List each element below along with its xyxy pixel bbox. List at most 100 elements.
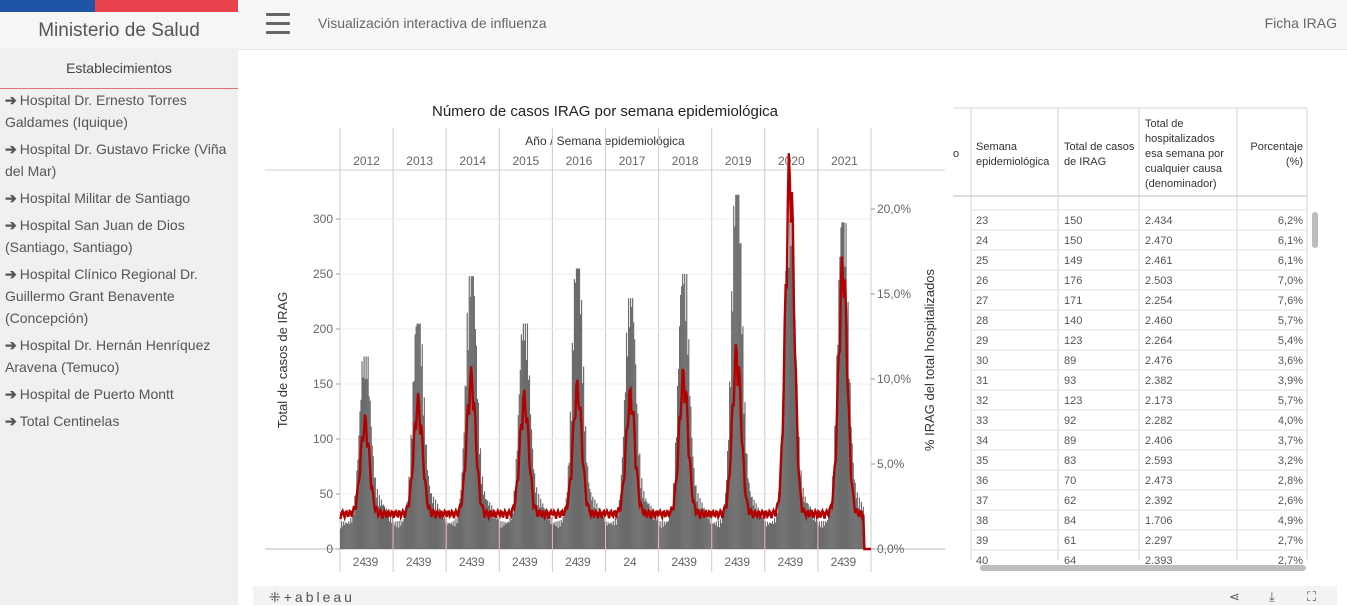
bar: [764, 521, 766, 549]
sidebar-item-1[interactable]: ➔ Hospital Dr. Gustavo Fricke (Viña del M…: [5, 138, 235, 182]
bar: [589, 488, 591, 549]
bar: [805, 503, 807, 549]
y-tick-label: 300: [313, 212, 333, 226]
bar: [771, 521, 774, 549]
bar: [717, 520, 719, 549]
bar: [857, 507, 859, 549]
bar: [493, 509, 495, 549]
bar: [850, 427, 852, 549]
bar: [652, 509, 654, 549]
bar: [355, 494, 357, 549]
bar: [749, 491, 751, 549]
bar: [723, 503, 726, 549]
bar: [340, 528, 342, 549]
bar: [490, 511, 492, 549]
cell-cases: 92: [1064, 415, 1076, 427]
bar: [488, 505, 490, 549]
bar: [699, 497, 701, 549]
bar: [401, 520, 403, 549]
bar: [775, 522, 777, 549]
bar: [391, 522, 393, 549]
bar: [386, 516, 389, 549]
bar: [545, 509, 547, 549]
bar: [725, 480, 728, 549]
bar: [818, 521, 821, 549]
bar: [630, 298, 632, 549]
download-icon[interactable]: ⤓: [1269, 589, 1275, 604]
cell-week: 35: [976, 455, 988, 467]
bar: [559, 526, 561, 549]
sidebar-item-5[interactable]: ➔ Hospital Dr. Hernán Henríquez Aravena (…: [5, 334, 235, 378]
bar: [361, 361, 363, 549]
bar: [693, 467, 695, 549]
hamburger-menu-icon[interactable]: [266, 13, 290, 35]
sidebar-item-4[interactable]: ➔ Hospital Clínico Regional Dr. Guillermo…: [5, 263, 235, 329]
bar: [382, 504, 385, 549]
cell-week: 27: [976, 295, 988, 307]
bar: [620, 474, 622, 549]
bar: [505, 523, 507, 549]
sidebar-item-3[interactable]: ➔ Hospital San Juan de Dios (Santiago, Sa…: [5, 214, 235, 258]
bar: [782, 402, 784, 549]
bar: [600, 513, 602, 549]
bar: [480, 483, 483, 549]
bar: [599, 514, 601, 549]
tableau-logo[interactable]: ⁜+ableau: [269, 589, 355, 605]
bar: [827, 519, 829, 549]
bar: [759, 512, 761, 549]
bar: [776, 509, 778, 549]
bar: [459, 498, 461, 549]
y-axis-label: Total de casos de IRAG: [275, 292, 290, 429]
bar: [510, 520, 512, 549]
sidebar-item-label: Hospital Dr. Hernán Henríquez Aravena (T…: [5, 337, 211, 375]
bar: [540, 498, 542, 549]
bar: [564, 509, 566, 549]
bar: [524, 323, 526, 549]
cell-percentage: 3,2%: [1278, 455, 1303, 467]
week-tick-label: 24: [459, 555, 473, 569]
bar: [695, 484, 697, 549]
bar: [458, 512, 460, 549]
bar: [659, 521, 661, 549]
bar: [760, 516, 762, 549]
bar: [452, 525, 454, 549]
ficha-irag-link[interactable]: Ficha IRAG: [1264, 15, 1337, 31]
bar: [416, 323, 418, 549]
sidebar-item-0[interactable]: ➔ Hospital Dr. Ernesto Torres Galdames (I…: [5, 89, 235, 133]
bar: [804, 496, 806, 549]
cell-week: 23: [976, 215, 988, 227]
bar: [514, 490, 516, 549]
bar: [611, 524, 613, 549]
sidebar-item-7[interactable]: ➔ Total Centinelas: [5, 410, 235, 432]
vertical-scrollbar-thumb[interactable]: [1312, 212, 1318, 248]
week-tick-label: 24: [831, 555, 845, 569]
bar: [858, 497, 860, 549]
bar: [441, 513, 443, 549]
horizontal-scrollbar-thumb[interactable]: [980, 565, 1306, 571]
bar: [646, 502, 648, 549]
fullscreen-icon[interactable]: ⛶: [1307, 589, 1317, 604]
sidebar-item-label: Hospital Clínico Regional Dr. Guillermo …: [5, 266, 198, 326]
sidebar-item-2[interactable]: ➔ Hospital Militar de Santiago: [5, 187, 235, 209]
bar: [837, 344, 839, 549]
bar: [348, 521, 350, 549]
share-icon[interactable]: ⋖: [1229, 589, 1240, 604]
y2-axis-label: % IRAG del total hospitalizados: [922, 268, 937, 451]
bar: [835, 424, 837, 549]
sidebar-item-6[interactable]: ➔ Hospital de Puerto Montt: [5, 383, 235, 405]
cell-week: 31: [976, 375, 988, 387]
bar: [405, 513, 407, 549]
table-header-2: (denominador): [1145, 178, 1217, 190]
bar: [615, 524, 617, 549]
bar: [508, 522, 510, 549]
bar: [603, 516, 605, 549]
bar: [711, 523, 713, 549]
bar: [860, 501, 862, 549]
cell-percentage: 5,4%: [1278, 335, 1303, 347]
bar: [487, 500, 489, 549]
bar: [541, 507, 543, 549]
bar: [357, 459, 359, 549]
bar: [350, 517, 352, 549]
bar: [742, 326, 744, 549]
week-tick-label: 24: [623, 555, 637, 569]
